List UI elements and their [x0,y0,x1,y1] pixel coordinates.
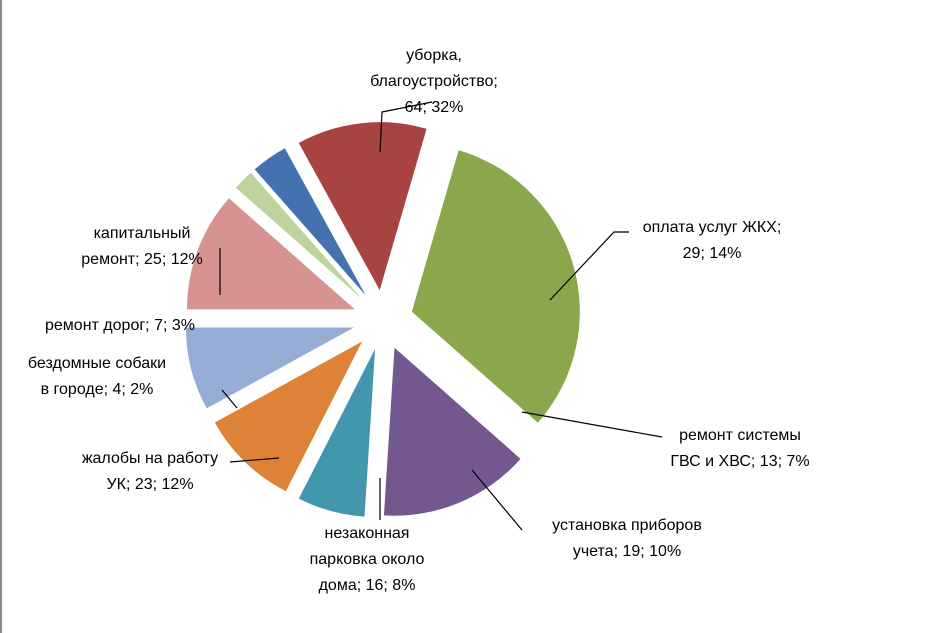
pie-slice-2 [383,347,521,516]
data-label-6: жалобы на работу УК; 23; 12% [82,450,218,493]
data-label-line: уборка, [406,47,462,64]
data-label-line: 29; 14% [683,245,742,262]
leader-lines [219,101,663,531]
data-label-line: УК; 23; 12% [106,476,193,493]
pie-slice-6 [186,198,355,310]
leader-line-6 [229,457,280,463]
pie-slice-8 [254,148,366,296]
pie-slice-5 [185,327,354,409]
leader-line-1 [379,101,433,153]
data-label-line: ремонт дорог; 7; 3% [45,317,195,334]
pie-slice-1 [411,150,580,423]
data-label-1: уборка, благоустройство; 64; 32% [370,47,498,116]
data-label-line: ремонт системы [679,427,801,444]
data-label-2: оплата услуг ЖКХ; 29; 14% [643,219,782,262]
data-label-line: капитальный [94,225,191,242]
data-label-8: ремонт дорог; 7; 3% [45,317,195,334]
data-label-line: дома; 16; 8% [319,577,416,594]
pie-slices [185,122,580,517]
leader-line-4 [471,469,523,531]
pie-slice-9 [298,122,427,291]
pie-slice-3 [298,348,376,517]
leader-line-2 [549,231,629,301]
pie-slice-4 [214,341,363,492]
data-label-line: оплата услуг ЖКХ; [643,219,782,236]
data-label-5: незаконная парковка около дома; 16; 8% [310,525,425,594]
data-label-line: 64; 32% [405,99,464,116]
data-label-line: парковка около [310,551,425,568]
data-label-line: благоустройство; [370,73,498,90]
data-label-line: ремонт; 25; 12% [81,251,202,268]
data-label-7: бездомные собаки в городе; 4; 2% [28,355,166,398]
data-label-line: установка приборов [552,517,702,534]
leader-line-7 [221,389,238,409]
data-label-3: ремонт системы ГВС и ХВС; 13; 7% [670,427,809,470]
data-label-line: бездомные собаки [28,355,166,372]
pie-slice-7 [235,172,362,299]
data-label-line: ГВС и ХВС; 13; 7% [670,453,809,470]
data-label-4: установка приборов учета; 19; 10% [552,517,702,560]
data-label-9: капитальный ремонт; 25; 12% [81,225,202,268]
data-label-line: незаконная [325,525,410,542]
data-labels: уборка, благоустройство; 64; 32% оплата усл… [28,47,810,594]
data-label-line: учета; 19; 10% [573,543,681,560]
data-label-line: жалобы на работу [82,450,218,467]
data-label-line: в городе; 4; 2% [41,381,154,398]
leader-line-3 [521,411,663,438]
